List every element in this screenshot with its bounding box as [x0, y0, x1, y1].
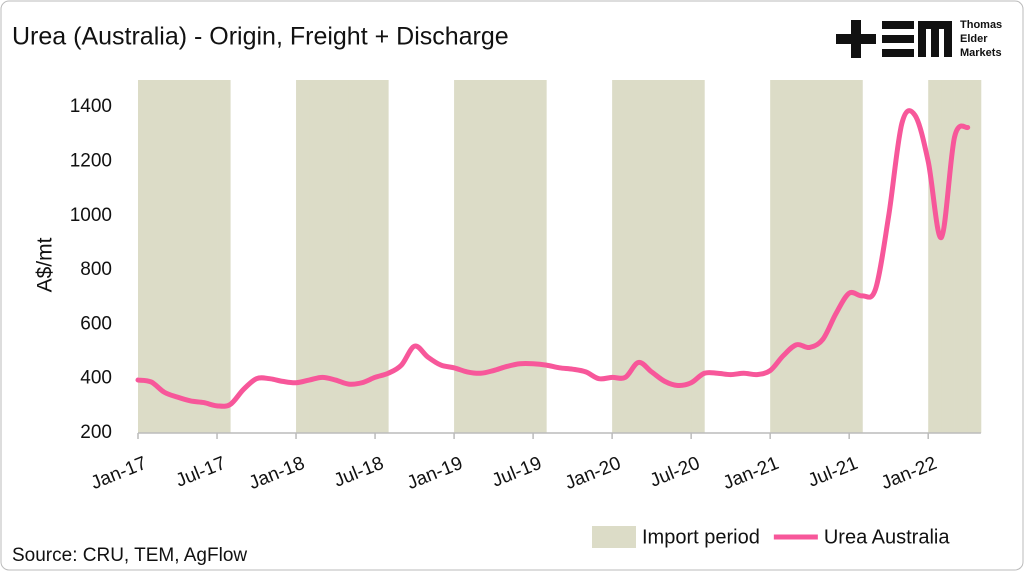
import-band: [309, 80, 323, 433]
x-tick-label: Jul-21: [805, 453, 861, 492]
import-band: [190, 80, 205, 433]
x-tick-label: Jul-20: [647, 453, 703, 492]
x-tick-label: Jul-17: [173, 453, 229, 492]
x-tick-label: Jan-19: [404, 453, 466, 494]
import-band: [138, 80, 152, 433]
import-band: [638, 80, 653, 433]
import-band: [849, 80, 863, 433]
import-band: [361, 80, 376, 433]
import-band: [151, 80, 165, 433]
logo-shape: [918, 21, 952, 57]
import-band: [322, 80, 336, 433]
y-tick-label: 400: [80, 368, 112, 389]
import-band: [164, 80, 178, 433]
import-band: [836, 80, 850, 433]
source-note: Source: CRU, TEM, AgFlow: [12, 545, 247, 566]
import-band: [651, 80, 666, 433]
x-tick-label: Jan-20: [562, 453, 624, 494]
logo: Thomas Elder Markets: [836, 19, 1002, 59]
import-band: [467, 80, 481, 433]
import-band: [454, 80, 468, 433]
import-band: [203, 80, 218, 433]
logo-shape: [882, 49, 914, 57]
import-band: [519, 80, 534, 433]
import-band: [967, 80, 982, 433]
x-tick-label: Jan-22: [878, 453, 940, 494]
y-tick-label: 600: [80, 313, 112, 334]
y-axis-label: A$/mt: [34, 237, 57, 292]
logo-shape: [882, 35, 914, 43]
urea-line: [135, 108, 971, 409]
import-band: [941, 80, 955, 433]
x-tick-label: Jul-18: [331, 453, 387, 492]
legend: Import period Urea Australia: [592, 526, 950, 548]
import-band: [348, 80, 363, 433]
logo-text: Markets: [960, 47, 1002, 59]
y-tick-label: 1000: [70, 205, 112, 226]
import-band: [480, 80, 494, 433]
import-band: [796, 80, 811, 433]
import-band: [770, 80, 784, 433]
y-tick-label: 200: [80, 422, 112, 443]
legend-label: Urea Australia: [824, 526, 950, 548]
import-band: [783, 80, 797, 433]
legend-swatch: [592, 526, 636, 548]
import-band: [809, 80, 824, 433]
import-band: [296, 80, 310, 433]
chart-title: Urea (Australia) - Origin, Freight + Dis…: [12, 23, 509, 51]
x-tick-label: Jan-21: [720, 453, 782, 494]
logo-shape: [882, 21, 914, 29]
y-tick-label: 1400: [70, 96, 112, 117]
x-tick-label: Jul-19: [489, 453, 545, 492]
import-band: [664, 80, 679, 433]
import-band: [533, 80, 547, 433]
import-band: [928, 80, 942, 433]
import-band: [375, 80, 389, 433]
import-band: [954, 80, 969, 433]
legend-label: Import period: [642, 526, 760, 548]
y-tick-label: 1200: [70, 150, 112, 171]
logo-text: Thomas: [960, 19, 1002, 31]
import-band: [335, 80, 350, 433]
import-band: [691, 80, 705, 433]
import-band: [677, 80, 692, 433]
import-band: [822, 80, 837, 433]
logo-text: Elder: [960, 33, 988, 45]
import-band: [493, 80, 508, 433]
import-band: [217, 80, 231, 433]
x-tick-label: Jan-17: [88, 453, 150, 494]
import-band: [506, 80, 521, 433]
logo-shape: [851, 20, 861, 58]
import-band: [625, 80, 639, 433]
x-tick-label: Jan-18: [246, 453, 308, 494]
import-band: [612, 80, 626, 433]
y-tick-label: 800: [80, 259, 112, 280]
import-band: [177, 80, 192, 433]
